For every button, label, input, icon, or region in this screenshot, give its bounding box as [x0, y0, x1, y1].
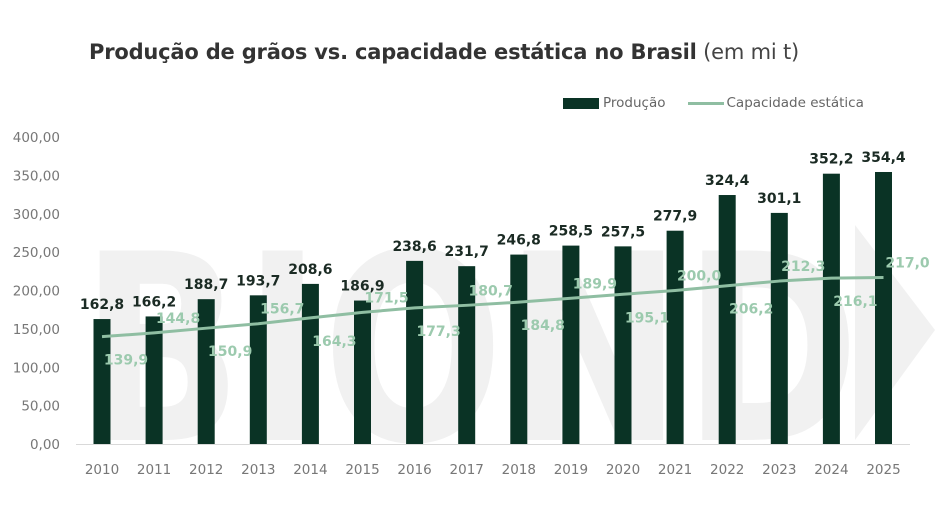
line-label-2023: 212,3 [781, 259, 825, 275]
legend-bar-swatch [563, 97, 599, 109]
x-tick-label: 2012 [189, 462, 223, 478]
bar-2016 [406, 260, 424, 444]
y-tick-label: 200,00 [13, 284, 60, 300]
y-tick-label: 100,00 [13, 360, 60, 376]
bar-label-2011: 166,2 [132, 294, 176, 310]
bar-label-2020: 257,5 [601, 224, 645, 240]
x-tick-label: 2016 [397, 462, 431, 478]
bar-label-2022: 324,4 [705, 173, 750, 189]
x-tick-label: 2011 [137, 462, 171, 478]
bar-2014 [301, 283, 319, 444]
x-tick-label: 2024 [814, 462, 848, 478]
line-label-2025: 217,0 [885, 255, 930, 271]
bar-label-2023: 301,1 [757, 191, 801, 207]
bar-2011 [145, 316, 163, 444]
legend-line-swatch [687, 101, 724, 105]
bar-label-2012: 188,7 [184, 277, 228, 293]
y-tick-label: 250,00 [13, 245, 60, 261]
line-label-2011: 144,8 [156, 311, 200, 327]
legend-line-label: Capacidade estática [726, 95, 864, 111]
bar-data-labels: 162,8 166,2 188,7 193,7 208,6 186,9 238,6 231,7… [80, 150, 906, 313]
line-label-2017: 180,7 [469, 283, 513, 299]
bar-2025 [875, 171, 892, 445]
y-tick-label: 400,00 [13, 130, 60, 146]
x-tick-label: 2019 [554, 462, 588, 478]
bar-2023 [770, 212, 788, 444]
line-label-2012: 150,9 [208, 344, 252, 360]
bar-label-2021: 277,9 [653, 209, 697, 225]
x-tick-label: 2013 [241, 462, 275, 478]
bar-label-2015: 186,9 [340, 279, 384, 295]
line-label-2018: 184,8 [521, 318, 565, 334]
y-axis: 0,00 50,00 100,00 150,00 200,00 250,00 300,00 3… [13, 130, 60, 453]
legend-bar-label: Produção [603, 95, 666, 111]
x-tick-label: 2021 [658, 462, 692, 478]
bar-2022 [718, 195, 736, 444]
chart-title-unit: (em mi t) [703, 40, 799, 64]
line-label-2014: 164,3 [312, 334, 356, 350]
bar-2019 [562, 245, 580, 444]
x-tick-label: 2015 [345, 462, 379, 478]
y-tick-label: 350,00 [13, 168, 60, 184]
bar-label-2019: 258,5 [549, 224, 593, 240]
bar-label-2018: 246,8 [497, 233, 541, 249]
line-label-2021: 200,0 [677, 269, 722, 285]
y-tick-label: 0,00 [30, 437, 60, 453]
x-tick-label: 2022 [710, 462, 744, 478]
line-label-2016: 177,3 [416, 324, 460, 340]
bar-label-2024: 352,2 [809, 152, 853, 168]
bar-2024 [822, 173, 840, 444]
x-tick-label: 2018 [502, 462, 536, 478]
x-tick-label: 2025 [866, 462, 900, 478]
bar-2013 [249, 295, 267, 444]
line-label-2013: 156,7 [260, 302, 304, 318]
line-label-2010: 139,9 [104, 353, 148, 369]
bar-label-2025: 354,4 [861, 150, 906, 166]
bar-label-2010: 162,8 [80, 297, 124, 313]
line-label-2019: 189,9 [573, 276, 617, 292]
bar-2015 [354, 300, 371, 444]
line-label-2020: 195,1 [625, 310, 669, 326]
x-tick-label: 2017 [450, 462, 484, 478]
x-tick-label: 2014 [293, 462, 327, 478]
bar-2010 [93, 319, 111, 444]
line-data-labels: 139,9 144,8 150,9 156,7 164,3 171,5 177,3 180,7… [104, 255, 930, 368]
x-tick-label: 2010 [85, 462, 119, 478]
line-label-2024: 216,1 [833, 294, 877, 310]
bar-label-2017: 231,7 [445, 244, 489, 260]
chart-legend: Produção Capacidade estática [563, 95, 864, 111]
x-tick-label: 2020 [606, 462, 640, 478]
x-tick-label: 2023 [762, 462, 796, 478]
y-tick-label: 300,00 [13, 207, 60, 223]
bar-2012 [197, 299, 215, 444]
bar-label-2013: 193,7 [236, 273, 280, 289]
y-tick-label: 50,00 [21, 399, 60, 415]
line-series-capacidade [101, 275, 884, 339]
chart-title-main: Produção de grãos vs. capacidade estátic… [89, 40, 697, 64]
bar-label-2016: 238,6 [392, 239, 436, 255]
x-axis: 2010 2011 2012 2013 2014 2015 2016 2017 2018 2019… [85, 462, 901, 478]
line-label-2022: 206,2 [729, 302, 773, 318]
line-label-2015: 171,5 [364, 290, 408, 306]
chart-title: Produção de grãos vs. capacidade estátic… [89, 40, 799, 64]
bar-2017 [458, 266, 476, 444]
bar-2021 [666, 230, 684, 444]
y-tick-label: 150,00 [13, 322, 60, 338]
bar-label-2014: 208,6 [288, 262, 332, 278]
